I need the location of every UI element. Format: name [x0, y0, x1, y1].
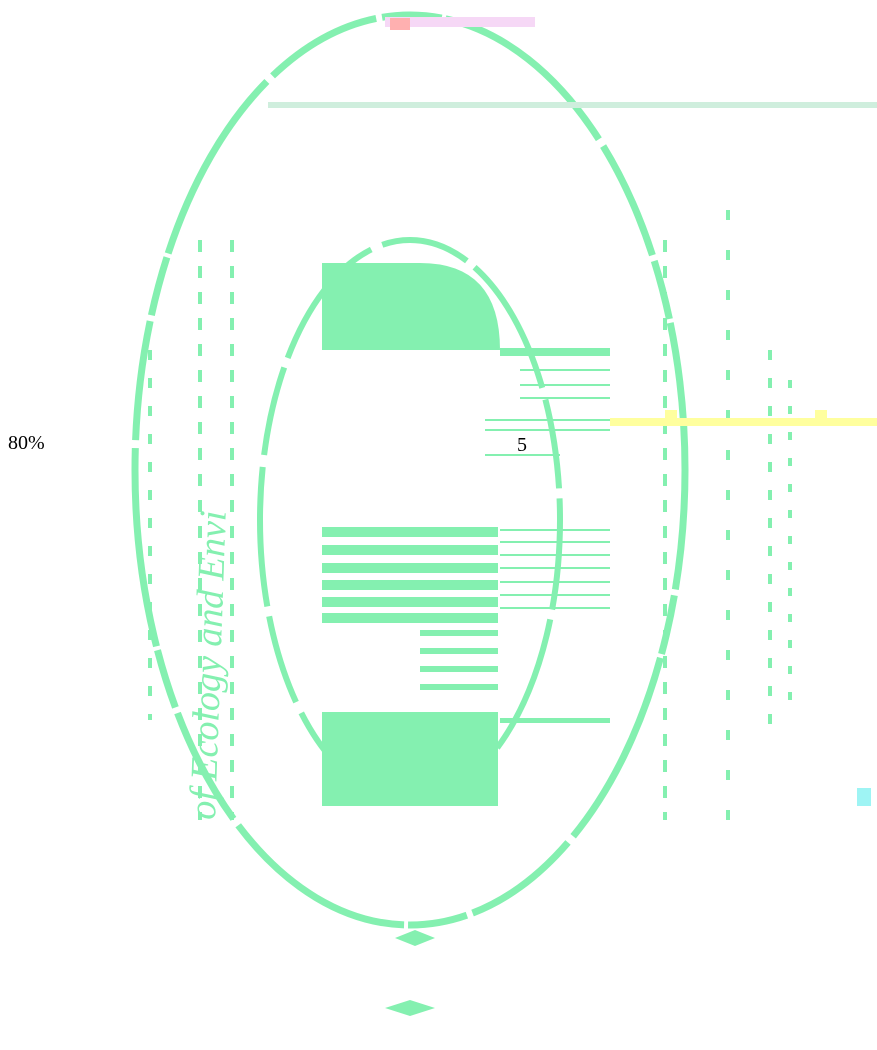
page-number: 5: [517, 434, 527, 456]
seal-inner-ring: [257, 237, 563, 803]
seal-ornament-footer: [385, 1000, 435, 1016]
seal-right-dashes: [663, 210, 792, 850]
seal-outer-ring: [131, 11, 689, 929]
seal-ornament-bottom: [395, 930, 435, 946]
seal-emblem: [322, 263, 610, 806]
seal-yellow-band: [610, 418, 877, 426]
seal-left-dashes: [148, 240, 234, 820]
seal-cyan-mark: [857, 788, 871, 806]
seal-top-accent: [385, 17, 535, 27]
seal-top-band: [268, 102, 877, 108]
zoom-label: 80%: [8, 432, 45, 454]
seal-stripes: [485, 369, 610, 609]
seal-arc-text: of Ecology and Envi: [182, 510, 235, 820]
